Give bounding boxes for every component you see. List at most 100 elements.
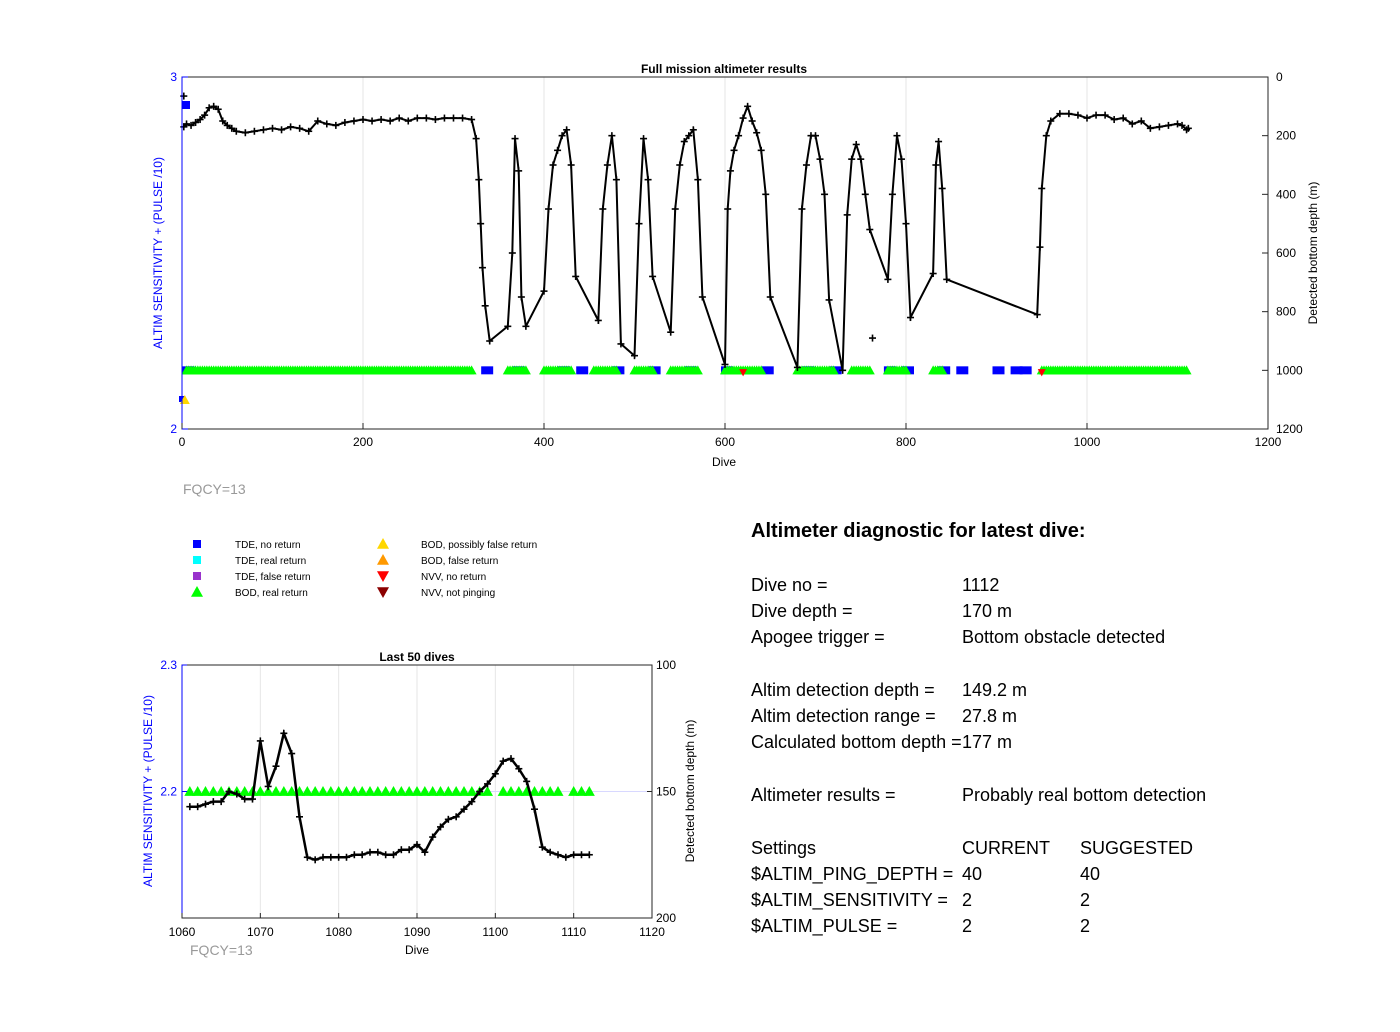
small-bod-real-return-marker <box>317 786 329 796</box>
altim-detection-range-value: 27.8 m <box>962 706 1018 726</box>
small-bod-real-return-marker <box>262 786 274 796</box>
main-bod-real-return-marker <box>692 365 703 375</box>
small-bod-real-return-marker <box>356 786 368 796</box>
altimeter-results-label: Altimeter results = <box>751 785 896 805</box>
legend-label: TDE, no return <box>235 540 301 551</box>
main-bod-real-return-marker <box>466 365 477 375</box>
altim-detection-depth-value: 149.2 m <box>962 680 1028 700</box>
small-left-tick-label: 2.2 <box>160 785 177 799</box>
small-bod-real-return-marker <box>192 786 204 796</box>
main-tde-no-return-marker <box>1010 366 1023 375</box>
small-chart: 1060 1070 1080 1090 1100 1110 1120 2.2 2.3 100 150… <box>141 650 697 958</box>
small-bod-real-return-marker <box>497 786 509 796</box>
small-bod-real-return-marker <box>239 786 251 796</box>
small-bod-real-return-marker <box>583 786 595 796</box>
legend-label: NVV, no return <box>421 572 486 583</box>
main-right-tick-label: 800 <box>1276 305 1296 319</box>
small-bod-real-return-marker <box>325 786 337 796</box>
main-right-tick-label: 1200 <box>1276 422 1303 436</box>
main-x-tick-label: 400 <box>534 435 554 449</box>
main-tde-no-return-marker <box>1019 366 1032 375</box>
main-ticks: 0 200 400 600 800 1000 1200 2 3 0 200 400 600 800 1000… <box>170 70 1303 449</box>
legend-square-marker <box>193 540 201 548</box>
small-bod-real-return-marker <box>372 786 384 796</box>
main-x-tick-label: 1000 <box>1074 435 1101 449</box>
small-x-tick-label: 1080 <box>325 925 352 939</box>
settings-header: Settings <box>751 838 817 858</box>
small-bod-real-return-marker <box>505 786 517 796</box>
small-bod-real-return-marker <box>458 786 470 796</box>
small-bod-real-return-marker <box>364 786 376 796</box>
main-tde-no-return-marker <box>992 366 1005 375</box>
small-right-tick-label: 150 <box>656 785 676 799</box>
legend-label: NVV, not pinging <box>421 588 495 599</box>
small-bod-real-return-marker <box>333 786 345 796</box>
main-nvv-no-return-marker <box>739 369 748 377</box>
small-bod-real-return-marker <box>403 786 415 796</box>
small-bod-real-return-marker <box>301 786 313 796</box>
small-bod-real-return-marker <box>435 786 446 796</box>
main-chart-title: Full mission altimeter results <box>641 62 807 76</box>
small-bod-real-return-marker <box>482 786 493 796</box>
main-status-markers <box>179 101 1192 404</box>
small-bod-real-return-marker <box>576 786 587 796</box>
main-bod-real-return-marker <box>901 365 911 375</box>
small-bod-real-return-marker <box>254 786 266 796</box>
main-right-tick-label: 400 <box>1276 187 1296 201</box>
legend-label: TDE, real return <box>235 556 306 567</box>
small-chart-title: Last 50 dives <box>379 650 455 664</box>
main-right-axis-label: Detected bottom depth (m) <box>1306 182 1320 325</box>
legend-label: BOD, real return <box>235 588 308 599</box>
main-right-tick-label: 600 <box>1276 246 1296 260</box>
main-bod-real-return-marker <box>937 365 948 375</box>
pulse-label: $ALTIM_PULSE = <box>751 916 898 936</box>
legend: TDE, no return TDE, real return TDE, false… <box>191 538 537 599</box>
main-x-tick-label: 1200 <box>1255 435 1282 449</box>
small-x-tick-label: 1070 <box>247 925 274 939</box>
main-x-axis-label: Dive <box>712 455 736 469</box>
small-bod-real-return-marker <box>568 786 580 796</box>
small-bod-real-return-marker <box>513 786 525 796</box>
small-right-axis-label: Detected bottom depth (m) <box>683 720 697 863</box>
diagnostic-title: Altimeter diagnostic for latest dive: <box>751 520 1086 542</box>
small-fqcy-label: FQCY=13 <box>190 942 253 958</box>
small-right-tick-label: 100 <box>656 658 676 672</box>
small-x-tick-label: 1100 <box>482 925 508 939</box>
main-left-tick-label: 2 <box>170 422 177 436</box>
main-right-tick-label: 1000 <box>1276 363 1303 377</box>
altim-detection-depth-label: Altim detection depth = <box>751 680 935 700</box>
main-nvv-no-return-marker <box>1037 369 1046 377</box>
main-x-tick-label: 600 <box>715 435 735 449</box>
legend-square-marker <box>193 572 201 580</box>
small-bod-real-return-marker <box>450 786 462 796</box>
small-bod-real-return-marker <box>536 786 548 796</box>
main-tde-no-return-marker <box>481 366 494 375</box>
main-bod-real-return-marker <box>756 365 767 375</box>
pulse-current: 2 <box>962 916 973 936</box>
dive-depth-label: Dive depth = <box>751 601 853 621</box>
ping-depth-current: 40 <box>962 864 983 884</box>
legend-triangle-up-marker <box>377 538 389 549</box>
legend-label: BOD, false return <box>421 556 498 567</box>
legend-triangle-up-marker <box>377 554 389 565</box>
small-bod-real-return-marker <box>442 786 454 796</box>
dive-depth-value: 170 m <box>962 601 1013 621</box>
small-bod-real-return-marker <box>427 786 439 796</box>
main-right-tick-label: 0 <box>1276 70 1283 84</box>
dive-no-label: Dive no = <box>751 575 828 595</box>
small-bod-real-return-marker <box>544 786 556 796</box>
small-x-axis-label: Dive <box>405 943 429 957</box>
legend-triangle-up-marker <box>191 586 203 597</box>
main-x-tick-label: 200 <box>353 435 373 449</box>
small-bod-real-return-marker <box>529 786 540 796</box>
small-bod-real-return-marker <box>411 786 423 796</box>
main-bod-real-return-marker <box>1181 365 1192 375</box>
small-bod-real-return-marker <box>207 786 219 796</box>
small-bod-real-return-marker <box>348 786 360 796</box>
main-bod-real-return-marker <box>864 365 875 375</box>
small-bod-real-return-marker <box>278 786 290 796</box>
small-x-tick-label: 1060 <box>169 925 196 939</box>
calculated-bottom-depth-value: 177 m <box>962 732 1013 752</box>
main-bod-real-return-marker <box>828 365 839 375</box>
